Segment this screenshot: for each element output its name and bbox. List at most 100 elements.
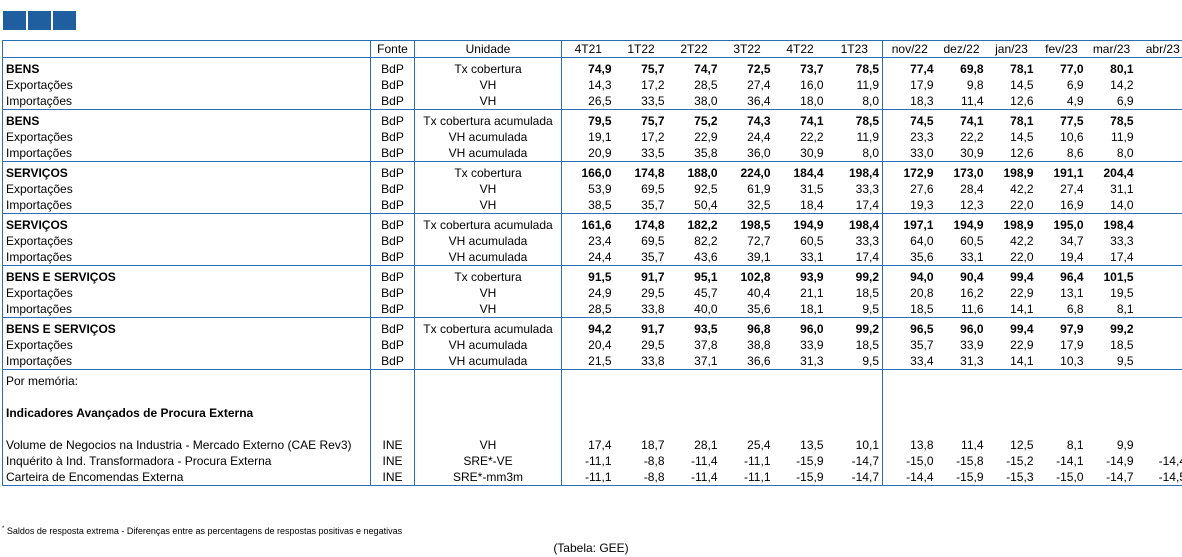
value-cell: 91,5	[561, 265, 615, 285]
table-row: Importações BdP VH 26,5 33,5 38,0 36,4 18,0 8,0 1…	[2, 93, 1182, 110]
value-cell	[668, 370, 721, 390]
unit-cell: VH	[414, 437, 562, 453]
value-cell: 13,8	[882, 437, 937, 453]
value-cell	[615, 421, 668, 437]
value-cell: 77,4	[882, 57, 937, 77]
value-cell	[827, 370, 883, 390]
value-cell: 204,4	[1103, 166, 1134, 180]
value-cell: 191,1	[1053, 166, 1084, 180]
value-cell: 40,4	[747, 286, 771, 300]
value-cell	[1137, 181, 1182, 197]
logo-block	[28, 11, 51, 30]
value-cell	[1037, 370, 1087, 390]
source-cell	[370, 405, 415, 421]
row-label: BENS	[6, 114, 40, 128]
value-cell: 38,5	[561, 197, 615, 214]
value-cell: 94,0	[882, 265, 937, 285]
value-cell	[1137, 318, 1182, 338]
header-quarter: 3T22	[720, 40, 774, 58]
value-cell	[721, 421, 774, 437]
value-cell: 73,7	[800, 62, 824, 76]
unit-cell: VH acumulada	[414, 129, 562, 145]
value-cell: 30,9	[773, 145, 827, 162]
value-cell: 78,1	[1010, 62, 1034, 76]
value-cell: -11,1	[561, 453, 615, 469]
value-cell: 19,5	[1110, 286, 1134, 300]
value-cell	[668, 421, 721, 437]
value-cell: 194,9	[793, 218, 824, 232]
row-label: Volume de Negocios na Industria - Mercad…	[6, 438, 352, 452]
value-cell: 29,5	[641, 338, 665, 352]
value-cell: 16,2	[960, 286, 984, 300]
row-label: Exportações	[6, 130, 73, 144]
header-fonte: Fonte	[370, 40, 415, 58]
value-cell: 42,2	[1010, 182, 1034, 196]
value-cell: 194,9	[953, 218, 984, 232]
value-cell: 90,4	[960, 270, 984, 284]
value-cell: 99,2	[1110, 322, 1134, 336]
unit-cell: Tx cobertura	[414, 161, 562, 181]
value-cell	[668, 389, 721, 405]
table-row: SERVIÇOS BdP Tx cobertura 166,0 174,8 188,0 22…	[3, 161, 1182, 181]
value-cell: -14,7	[826, 469, 883, 486]
value-cell: 22,2	[960, 130, 984, 144]
value-cell	[827, 405, 883, 421]
value-cell: 101,5	[1103, 270, 1134, 284]
header-row: Fonte Unidade 4T21 1T22 2T22 3T22 4T22 1…	[2, 40, 1182, 58]
value-cell: -15,2	[1006, 454, 1034, 468]
table-row: Indicadores Avançados de Procura Externa	[3, 405, 1182, 421]
value-cell	[1137, 285, 1182, 301]
value-cell: -11,4	[691, 454, 718, 468]
table-row: SERVIÇOS BdP Tx cobertura acumulada 161,6 17…	[3, 213, 1182, 233]
source-cell: INE	[370, 453, 415, 469]
value-cell: 77,5	[1060, 114, 1084, 128]
value-cell: -14,9	[1106, 454, 1134, 468]
value-cell: 18,7	[641, 438, 665, 452]
value-cell	[1136, 249, 1182, 266]
table-row: Exportações BdP VH 24,9 29,5 45,7 40,4 21,1 18,5…	[3, 285, 1182, 301]
header-quarter: 4T22	[773, 40, 827, 58]
value-cell: 14,5	[1010, 78, 1034, 92]
value-cell	[1137, 437, 1182, 453]
footnote-mark: *	[2, 526, 5, 532]
value-cell	[827, 389, 883, 405]
value-cell: 72,7	[747, 234, 771, 248]
value-cell	[721, 405, 774, 421]
source-cell: BdP	[370, 77, 415, 93]
row-label: SERVIÇOS	[6, 218, 68, 232]
value-cell: 22,9	[694, 130, 718, 144]
value-cell: 37,1	[667, 353, 721, 370]
value-cell: 166,0	[561, 161, 615, 181]
logo-block	[53, 11, 76, 30]
value-cell: 9,5	[1086, 353, 1137, 370]
value-cell: 12,6	[986, 93, 1037, 110]
value-cell: 22,0	[986, 249, 1037, 266]
table-row	[3, 389, 1182, 405]
value-cell	[987, 405, 1037, 421]
value-cell: 36,6	[720, 353, 774, 370]
unit-cell: VH acumulada	[414, 353, 562, 370]
value-cell: -11,1	[744, 454, 771, 468]
unit-cell: Tx cobertura	[414, 57, 562, 77]
value-cell	[774, 370, 827, 390]
value-cell	[668, 405, 721, 421]
value-cell: 99,4	[1010, 270, 1034, 284]
value-cell: 92,5	[694, 182, 718, 196]
header-month: abr/23	[1136, 40, 1182, 58]
value-cell: 77,0	[1060, 62, 1084, 76]
value-cell: 30,9	[936, 145, 987, 162]
value-cell: 38,0	[667, 93, 721, 110]
value-cell: 19,1	[561, 129, 615, 145]
table-row: Importações BdP VH 28,5 33,8 40,0 35,6 18,1 9,5 1…	[2, 301, 1182, 318]
value-cell: 37,8	[694, 338, 718, 352]
value-cell: 12,3	[936, 197, 987, 214]
value-cell: 99,2	[855, 270, 879, 284]
value-cell: 161,6	[561, 213, 615, 233]
value-cell: 91,7	[641, 322, 665, 336]
source-cell: BdP	[370, 301, 415, 318]
unit-cell: Tx cobertura acumulada	[414, 213, 562, 233]
value-cell: 11,9	[856, 78, 879, 92]
value-cell: 17,2	[641, 78, 665, 92]
value-cell: -15,0	[1036, 469, 1087, 486]
value-cell: 96,8	[747, 322, 771, 336]
